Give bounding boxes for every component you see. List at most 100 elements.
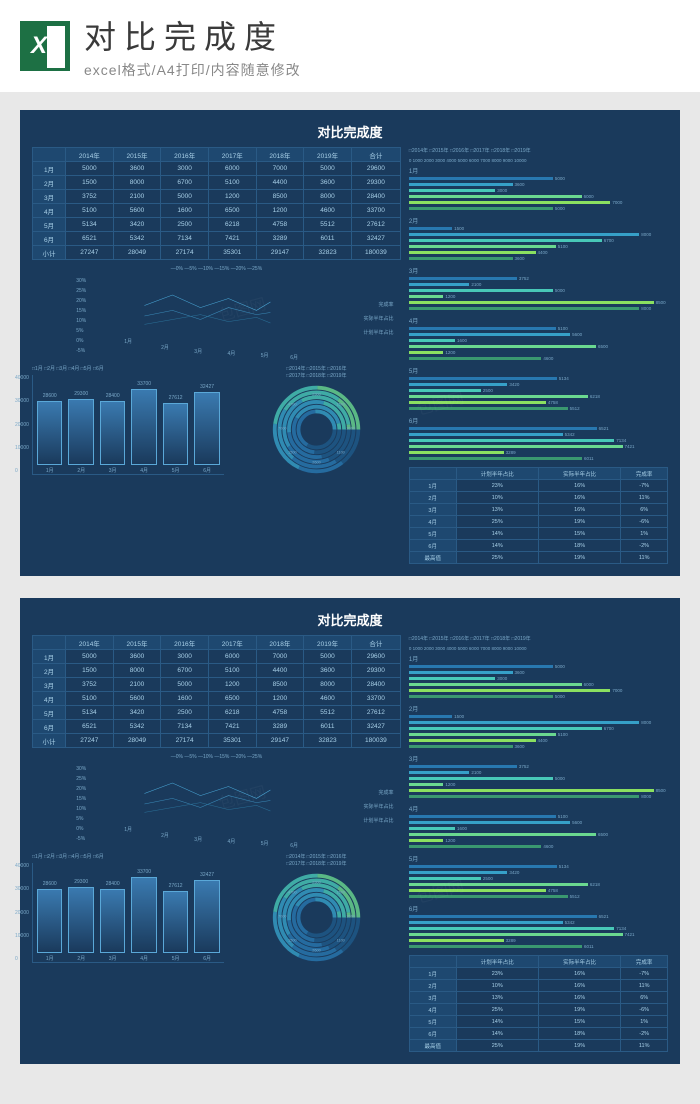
pct-row: 最高值25%19%11%	[409, 1040, 667, 1052]
table-cell: 28049	[113, 246, 161, 260]
pct-header	[409, 956, 456, 968]
table-cell: 6218	[208, 706, 256, 720]
table-cell: 5000	[66, 650, 114, 664]
bar-item: 337004月	[131, 381, 156, 474]
donut-chart: □2014年 □2015年 □2016年□2017年 □2018年 □2019年…	[232, 853, 401, 967]
hbar-group: 2月150080006700510044003600	[409, 704, 668, 749]
table-header: 2016年	[161, 636, 209, 650]
table-cell: 5100	[66, 204, 114, 218]
table-row: 小计272472804927174353012914732823180039	[33, 246, 401, 260]
table-cell: 6500	[208, 204, 256, 218]
table-cell: 4400	[256, 664, 304, 678]
table-cell: 4400	[256, 176, 304, 190]
table-header	[33, 148, 66, 162]
hbar-group: 4月510056001600650012004600	[409, 804, 668, 849]
table-cell: 5100	[208, 664, 256, 678]
table-header: 2018年	[256, 148, 304, 162]
pct-header: 计划半年占比	[456, 956, 538, 968]
hbar-group: 2月150080006700510044003600	[409, 216, 668, 261]
page-subtitle: excel格式/A4打印/内容随意修改	[84, 60, 680, 80]
pct-header: 完成率	[621, 956, 668, 968]
svg-text:2000: 2000	[346, 427, 354, 431]
svg-text:2300: 2300	[312, 880, 320, 884]
table-cell: 27174	[161, 246, 209, 260]
dash-title: 对比完成度	[32, 122, 668, 141]
svg-text:2600: 2600	[312, 949, 320, 953]
pct-row: 5月14%15%1%	[409, 528, 667, 540]
row-header: 6月	[33, 720, 66, 734]
table-cell: 29300	[351, 664, 400, 678]
row-header: 小计	[33, 734, 66, 748]
table-cell: 6521	[66, 720, 114, 734]
row-header: 1月	[33, 162, 66, 176]
dashboard-panel-2: 对比完成度2014年2015年2016年2017年2018年2019年合计1月5…	[20, 598, 680, 1064]
table-header: 合计	[351, 636, 400, 650]
radar-labels: 30%25%20%15%10%5%0%-5%1月2月3月4月5月6月完成率实际半…	[32, 754, 401, 849]
pct-row: 6月14%18%-2%	[409, 1028, 667, 1040]
pct-row: 2月10%16%11%	[409, 980, 667, 992]
svg-text:7000: 7000	[278, 915, 286, 919]
pct-header: 实际半年占比	[538, 956, 620, 968]
table-cell: 6011	[304, 720, 352, 734]
pct-row: 2月10%16%11%	[409, 492, 667, 504]
svg-text:1500: 1500	[336, 890, 344, 894]
table-cell: 8000	[113, 176, 161, 190]
bar-item: 293002月	[68, 879, 93, 962]
table-header: 合计	[351, 148, 400, 162]
table-cell: 33700	[351, 204, 400, 218]
bar-item: 284003月	[100, 393, 125, 474]
dashboard-panel-1: 对比完成度2014年2015年2016年2017年2018年2019年合计1月5…	[20, 110, 680, 576]
table-row: 4月51005600160065001200460033700	[33, 204, 401, 218]
table-cell: 33700	[351, 692, 400, 706]
hbar-group: 6月652153427134742132896011	[409, 416, 668, 461]
table-cell: 4600	[304, 692, 352, 706]
radar-chart: —0% —5% —10% —15% —20% —25%30%25%20%15%1…	[32, 754, 401, 849]
table-cell: 1600	[161, 204, 209, 218]
table-cell: 32427	[351, 720, 400, 734]
svg-text:1100: 1100	[336, 451, 344, 455]
pct-header: 实际半年占比	[538, 468, 620, 480]
table-cell: 3000	[161, 650, 209, 664]
column-chart: □1月 □2月 □3月 □4月 □5月 □6月40000300002000010…	[32, 365, 224, 479]
table-header: 2014年	[66, 148, 114, 162]
svg-text:2300: 2300	[312, 392, 320, 396]
table-header: 2018年	[256, 636, 304, 650]
template-header: X 对比完成度 excel格式/A4打印/内容随意修改	[0, 0, 700, 92]
table-cell: 7134	[161, 232, 209, 246]
table-cell: 27247	[66, 246, 114, 260]
main-data-table: 2014年2015年2016年2017年2018年2019年合计1月500036…	[32, 147, 401, 260]
pct-header: 完成率	[621, 468, 668, 480]
svg-text:1500: 1500	[336, 402, 344, 406]
percentage-table: 计划半年占比实际半年占比完成率1月23%16%-7%2月10%16%11%3月1…	[409, 467, 668, 564]
pct-row: 1月23%16%-7%	[409, 480, 667, 492]
table-cell: 6000	[208, 162, 256, 176]
table-cell: 29300	[351, 176, 400, 190]
bar-item: 293002月	[68, 391, 93, 474]
table-cell: 4600	[304, 204, 352, 218]
table-cell: 2100	[113, 190, 161, 204]
table-cell: 28400	[351, 190, 400, 204]
table-cell: 3289	[256, 720, 304, 734]
bar-item: 284003月	[100, 881, 125, 962]
table-header: 2017年	[208, 636, 256, 650]
table-cell: 5134	[66, 706, 114, 720]
table-cell: 3752	[66, 190, 114, 204]
percentage-table: 计划半年占比实际半年占比完成率1月23%16%-7%2月10%16%11%3月1…	[409, 955, 668, 1052]
table-cell: 5600	[113, 204, 161, 218]
table-cell: 5342	[113, 232, 161, 246]
table-cell: 1600	[161, 692, 209, 706]
row-header: 4月	[33, 692, 66, 706]
table-cell: 3600	[113, 162, 161, 176]
row-header: 6月	[33, 232, 66, 246]
radar-labels: 30%25%20%15%10%5%0%-5%1月2月3月4月5月6月完成率实际半…	[32, 266, 401, 361]
table-cell: 28049	[113, 734, 161, 748]
table-cell: 27612	[351, 706, 400, 720]
table-cell: 7421	[208, 720, 256, 734]
y-axis: 400003000020000100000	[15, 863, 29, 962]
table-cell: 35301	[208, 246, 256, 260]
table-cell: 32823	[304, 246, 352, 260]
table-cell: 3752	[66, 678, 114, 692]
table-header: 2014年	[66, 636, 114, 650]
table-row: 5月51343420250062184758551227612	[33, 218, 401, 232]
bar-item: 324276月	[194, 872, 219, 962]
